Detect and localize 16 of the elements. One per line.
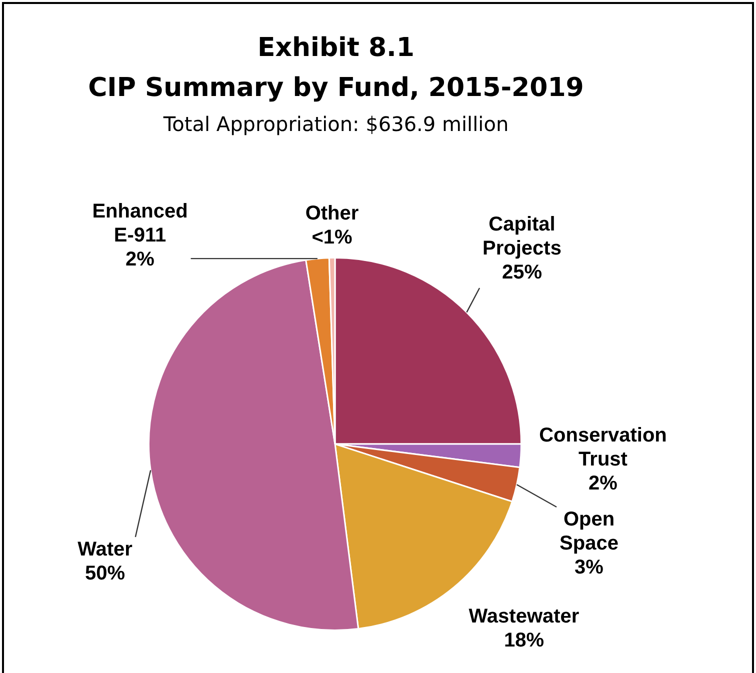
- slice-label: Other: [305, 202, 359, 225]
- slice-label: Conservation Trust: [539, 424, 667, 471]
- slice-label: Water: [78, 538, 133, 561]
- chart-title: Exhibit 8.1 CIP Summary by Fund, 2015-2019: [87, 32, 585, 105]
- data-label: 2%: [126, 248, 155, 271]
- data-label: <1%: [312, 226, 353, 249]
- data-label: 50%: [84, 562, 126, 585]
- data-label: 18%: [504, 630, 544, 652]
- data-label: 2%: [588, 472, 618, 495]
- data-label: 3%: [574, 556, 604, 579]
- slice-label: Enhanced E-911: [92, 200, 188, 247]
- slice-label: Open Space: [560, 508, 618, 555]
- chart-subtitle: Total Appropriation: $636.9 million: [162, 112, 510, 136]
- data-label: 25%: [502, 262, 542, 284]
- slice-label: Capital Projects: [482, 214, 562, 260]
- slice-label: Wastewater: [468, 606, 580, 628]
